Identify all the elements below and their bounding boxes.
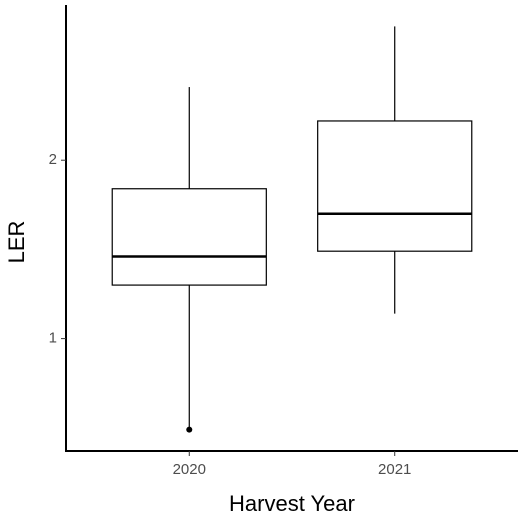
box xyxy=(111,188,267,286)
y-axis-title: LER xyxy=(4,221,29,264)
x-axis-title: Harvest Year xyxy=(229,491,355,516)
box xyxy=(317,120,473,252)
x-tick-label: 2020 xyxy=(173,461,206,478)
y-tick-label: 1 xyxy=(49,330,57,347)
outlier xyxy=(186,426,193,433)
y-tick-label: 2 xyxy=(49,151,57,168)
x-tick-label: 2021 xyxy=(378,461,411,478)
